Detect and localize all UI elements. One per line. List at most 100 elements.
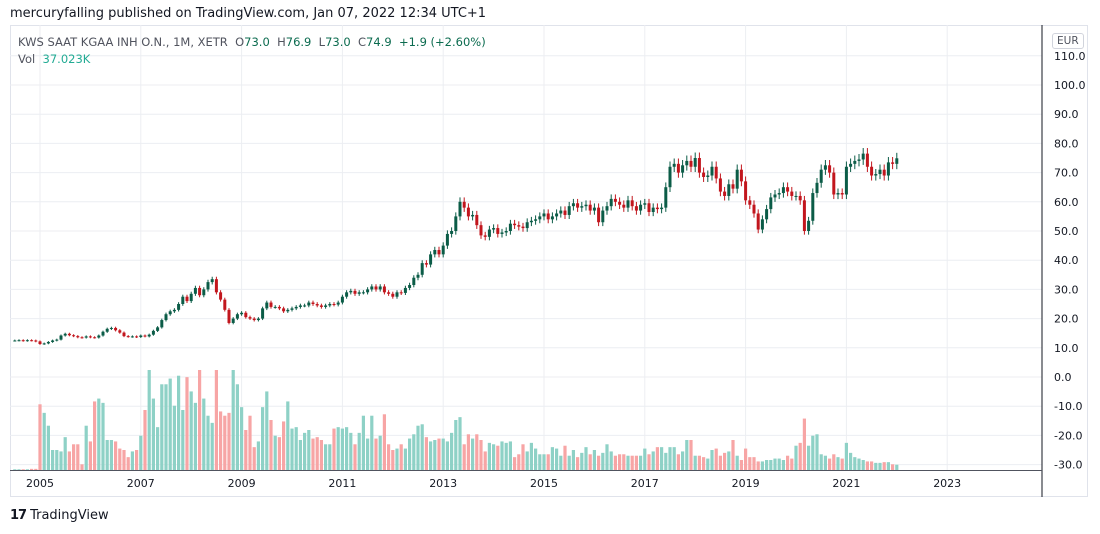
candle-body [63, 333, 67, 336]
volume-bar [546, 454, 550, 470]
symbol-title[interactable]: KWS SAAT KGAA INH O.N., 1M, XETR [18, 35, 228, 49]
candle [143, 334, 147, 338]
candle-body [471, 214, 475, 217]
volume-bar [454, 420, 458, 470]
candle-body [412, 277, 416, 286]
volume-bar [277, 437, 281, 470]
volume-bar [13, 469, 17, 470]
candle-body [630, 200, 634, 207]
candle [353, 288, 357, 296]
candle-body [235, 314, 239, 319]
candle [189, 291, 193, 303]
candle [521, 222, 525, 232]
candle-body [55, 339, 59, 341]
volume-bar [332, 428, 336, 470]
volume-bar [34, 468, 38, 470]
candle-body [408, 285, 412, 288]
candle-body [252, 318, 256, 321]
candle [265, 300, 269, 311]
high-label: H [277, 35, 286, 49]
volume-bar [256, 441, 260, 470]
candle [550, 212, 554, 224]
candle-body [315, 304, 319, 306]
legend: KWS SAAT KGAA INH O.N., 1M, XETR O73.0 H… [18, 34, 486, 68]
volume-bar [42, 412, 46, 470]
candle [219, 290, 223, 302]
candle [214, 276, 218, 295]
volume-bar [714, 448, 718, 470]
x-tick-label: 2021 [832, 477, 860, 490]
candle [622, 200, 626, 212]
candle [328, 302, 332, 308]
candle [634, 201, 638, 215]
volume-bar [80, 464, 84, 470]
y-tick-label: 90.0 [1054, 108, 1079, 121]
candle-body [626, 200, 630, 208]
candle-body [93, 337, 97, 339]
volume-bar [609, 451, 613, 470]
candle-body [664, 187, 668, 208]
volume-bar [55, 450, 59, 470]
candle [534, 215, 538, 225]
currency-badge[interactable]: EUR [1052, 33, 1084, 49]
candle-body [282, 308, 286, 312]
candle-body [378, 286, 382, 290]
candle [361, 290, 365, 295]
volume-bar [496, 445, 500, 470]
candle [177, 302, 181, 312]
candle-body [487, 229, 491, 237]
candle-body [832, 172, 836, 195]
candle [651, 203, 655, 217]
candle [445, 230, 449, 249]
candle-body [496, 228, 500, 234]
candle [454, 212, 458, 235]
candle-body [605, 206, 609, 211]
candle-body [492, 228, 496, 230]
volume-bar [21, 469, 25, 470]
volume-bar [588, 454, 592, 470]
candle-body [748, 200, 752, 205]
volume-bar [437, 438, 441, 470]
candle-body [886, 162, 890, 176]
y-tick-label: -10.0 [1054, 400, 1082, 413]
volume-bar [445, 441, 449, 470]
volume-bar [634, 455, 638, 470]
volume-bar [17, 469, 21, 470]
volume-bar [529, 442, 533, 470]
candle [437, 246, 441, 258]
volume-bar [508, 441, 512, 470]
candle [462, 197, 466, 212]
volume-bar [151, 398, 155, 470]
volume-bar [206, 415, 210, 470]
volume-bar [164, 384, 168, 470]
candle [336, 300, 340, 307]
candle [105, 327, 109, 333]
volume-bar [475, 434, 479, 470]
candle-body [634, 206, 638, 211]
candle-body [84, 336, 88, 338]
candle-body [51, 340, 55, 342]
candle-body [395, 292, 399, 297]
candle [592, 203, 596, 215]
volume-bar [93, 401, 97, 470]
volume-bar [466, 434, 470, 470]
tradingview-logo[interactable]: 17 TradingView [10, 508, 109, 523]
volume-bar [605, 444, 609, 470]
candle-body [164, 314, 168, 321]
candle [63, 332, 67, 337]
candle [500, 228, 504, 238]
volume-bar [613, 455, 617, 470]
y-tick-label: -30.0 [1054, 459, 1082, 472]
candle [542, 209, 546, 221]
volume-bar [265, 391, 269, 470]
candle-body [311, 302, 315, 304]
volume-bar [269, 420, 273, 470]
candle-body [458, 201, 462, 217]
candle-body [504, 231, 508, 233]
candle [802, 195, 806, 235]
volume-bar [76, 444, 80, 470]
volume-bar [828, 458, 832, 470]
candle-body [147, 334, 151, 337]
candle-body [424, 263, 428, 265]
